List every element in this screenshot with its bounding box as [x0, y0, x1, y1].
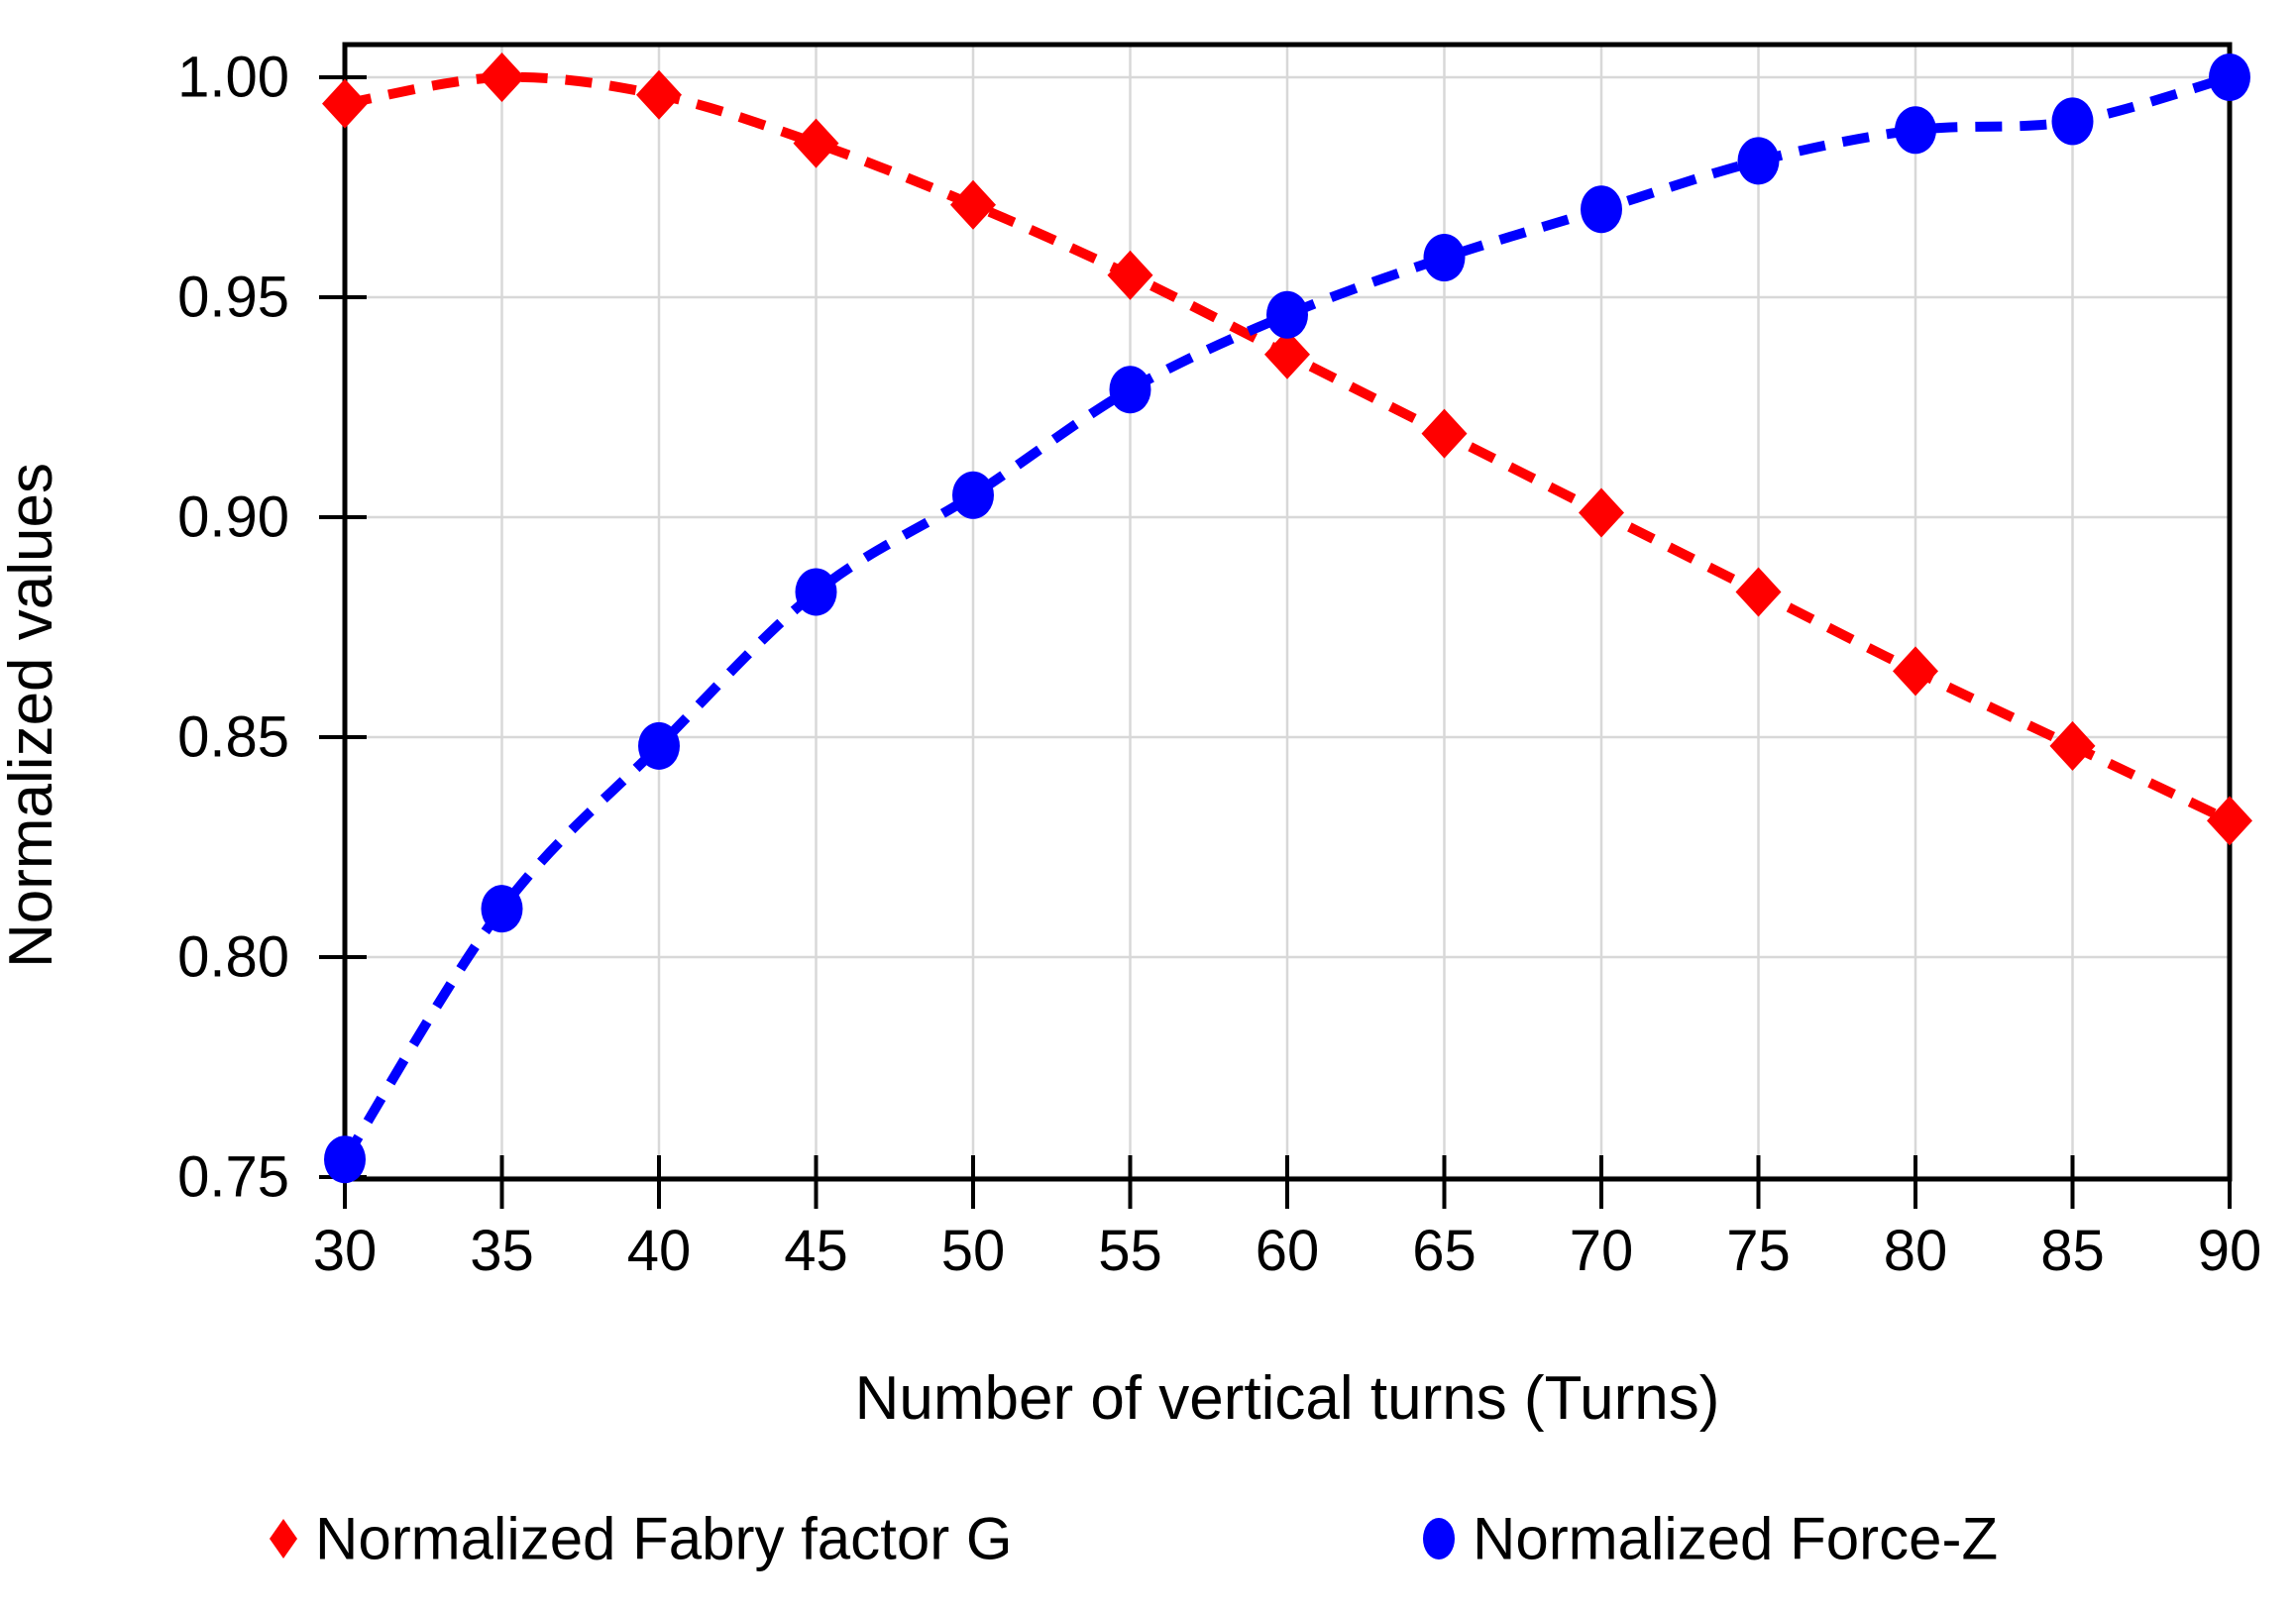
legend-label-force-z: Normalized Force-Z — [1473, 1506, 1998, 1572]
data-point-diamond — [950, 179, 996, 230]
y-tick-label: 0.95 — [177, 266, 289, 330]
x-tick-label: 60 — [1256, 1219, 1320, 1283]
x-tick-label: 65 — [1412, 1219, 1476, 1283]
x-tick-label: 50 — [941, 1219, 1006, 1283]
y-tick-labels: 0.75 0.80 0.85 0.90 0.95 1.00 — [177, 46, 289, 1210]
gridlines — [343, 45, 2232, 1179]
data-point-circle — [795, 568, 837, 616]
data-point-diamond — [2049, 720, 2096, 771]
x-tick-label: 55 — [1098, 1219, 1162, 1283]
x-tick-label: 80 — [1884, 1219, 1948, 1283]
x-tick-label: 70 — [1570, 1219, 1634, 1283]
data-point-circle — [1895, 106, 1936, 155]
legend-label-fabry-factor: Normalized Fabry factor G — [315, 1506, 1013, 1572]
data-point-diamond — [322, 78, 368, 129]
data-point-diamond — [479, 53, 525, 102]
data-point-circle — [2209, 54, 2250, 101]
data-point-diamond — [793, 118, 839, 168]
data-point-diamond — [636, 69, 682, 120]
data-point-diamond — [1107, 250, 1153, 300]
data-point-circle — [2051, 97, 2094, 146]
x-tick-label: 90 — [2198, 1219, 2262, 1283]
data-point-circle — [324, 1135, 366, 1184]
x-tick-label: 30 — [313, 1219, 378, 1283]
series-markers — [322, 53, 2252, 1184]
data-point-diamond — [1579, 487, 1624, 538]
x-tick-label: 40 — [627, 1219, 692, 1283]
data-point-circle — [481, 885, 523, 933]
data-point-diamond — [1735, 567, 1782, 617]
data-point-circle — [952, 471, 994, 519]
legend-item-force-z: Normalized Force-Z — [1423, 1506, 1998, 1572]
y-tick-label: 0.85 — [177, 705, 289, 770]
data-point-diamond — [1421, 408, 1468, 459]
data-point-circle — [1737, 137, 1780, 185]
data-point-circle — [1266, 290, 1308, 339]
data-point-circle — [638, 721, 680, 770]
legend-item-fabry-factor: Normalized Fabry factor G — [270, 1506, 1013, 1572]
plot-border — [342, 42, 2233, 1182]
x-tick-label: 85 — [2040, 1219, 2105, 1283]
data-point-circle — [1109, 366, 1151, 414]
x-tick-label: 35 — [470, 1219, 534, 1283]
y-tick-label: 0.90 — [177, 485, 289, 550]
data-point-diamond — [1893, 646, 1938, 697]
x-tick-label: 45 — [784, 1219, 848, 1283]
x-tick-label: 75 — [1726, 1219, 1791, 1283]
y-tick-label: 0.75 — [177, 1145, 289, 1210]
force-z-circle-icon — [1423, 1518, 1455, 1560]
y-axis-title: Normalized values — [0, 463, 65, 968]
fabry-diamond-icon — [270, 1519, 297, 1559]
axis-ticks — [319, 75, 2232, 1209]
data-point-circle — [1423, 234, 1466, 282]
data-point-diamond — [1264, 329, 1310, 379]
data-point-circle — [1581, 185, 1622, 234]
legend: Normalized Fabry factor G Normalized For… — [270, 1506, 1998, 1572]
x-tick-labels: 30 35 40 45 50 55 60 65 70 75 80 85 90 — [313, 1219, 2262, 1283]
y-tick-label: 1.00 — [177, 46, 289, 110]
data-point-diamond — [2207, 796, 2252, 846]
x-axis-title: Number of vertical turns (Turns) — [855, 1364, 1720, 1433]
y-tick-label: 0.80 — [177, 925, 289, 990]
